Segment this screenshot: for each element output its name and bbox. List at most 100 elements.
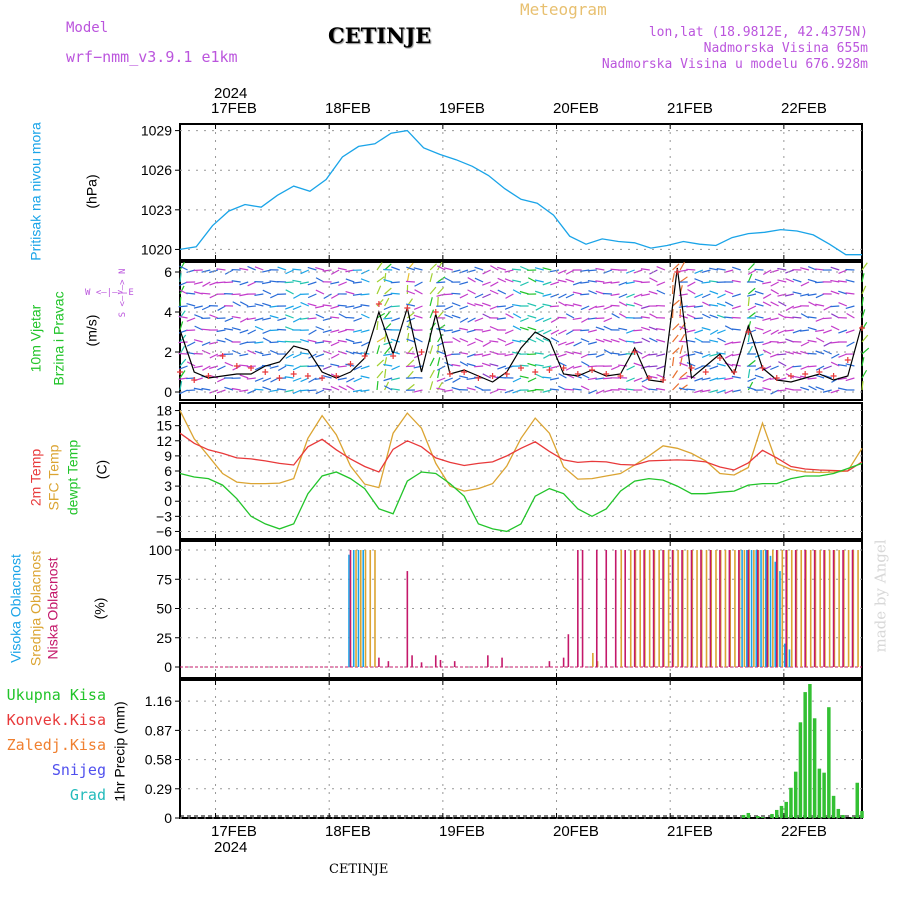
wind-arrow <box>587 365 597 368</box>
wind-arrow <box>352 293 362 296</box>
wind-arrow <box>361 313 370 319</box>
precip-bar <box>798 722 803 818</box>
wind-gust-marker <box>375 301 382 307</box>
wind-arrow <box>777 279 787 283</box>
wind-arrow <box>838 302 848 307</box>
precip-bar <box>770 813 774 818</box>
precip-legend-convective: Konvek.Kisa <box>6 711 106 729</box>
wind-arrow <box>830 279 840 283</box>
wind-arrow <box>678 269 688 273</box>
wind-arrow <box>671 356 675 367</box>
y-tick-label: 6 <box>164 264 172 280</box>
wind-arrow <box>618 301 628 307</box>
wind-arrow <box>285 314 294 319</box>
wind-arrow <box>778 301 787 307</box>
wind-arrow <box>679 276 688 283</box>
wind-arrow <box>504 278 514 283</box>
wind-arrow <box>754 278 764 283</box>
wind-arrow <box>580 305 590 311</box>
wind-gust-marker <box>773 375 780 381</box>
wind-arrow <box>383 268 393 271</box>
precip-bar <box>775 809 779 818</box>
wind-arrow <box>731 341 741 344</box>
wind-arrow <box>800 267 810 271</box>
wind-arrow <box>837 387 847 391</box>
wind-arrow <box>497 277 507 283</box>
wind-arrow <box>694 329 704 334</box>
wind-arrow <box>648 326 658 331</box>
wind-arrow <box>384 381 390 391</box>
wind-arrow <box>193 281 203 285</box>
wind-arrow <box>443 329 453 332</box>
day-label-bottom: 17FEB <box>211 823 257 840</box>
wind-arrow <box>406 383 415 391</box>
wind-arrow <box>232 301 241 307</box>
wind-arrow <box>784 329 794 332</box>
model-name: wrf−nmm_v3.9.1 e1km <box>66 48 238 66</box>
wind-arrow <box>384 333 387 343</box>
wind-arrow <box>496 305 506 308</box>
wind-arrow <box>747 359 756 367</box>
wind-arrow <box>383 278 393 283</box>
wind-arrow <box>595 326 605 331</box>
wind-arrow <box>262 289 272 295</box>
wind-arrow <box>384 297 390 307</box>
panel-frame-2 <box>179 261 863 401</box>
wind-arrow <box>352 329 363 333</box>
wind-arrow <box>762 269 772 275</box>
wind-arrow <box>497 266 507 271</box>
wind-arrow <box>846 341 855 347</box>
wind-arrow <box>247 281 257 287</box>
wind-arrow <box>549 269 560 273</box>
wind-arrow <box>307 389 317 392</box>
wind-arrow <box>179 345 186 355</box>
wind-arrow <box>686 313 696 319</box>
wind-arrow <box>678 377 688 380</box>
wind-arrow <box>231 387 241 391</box>
wind-arrow <box>194 314 203 319</box>
wind-arrow <box>414 281 423 287</box>
wind-arrow <box>337 377 347 381</box>
wind-arrow <box>360 389 370 392</box>
wind-arrow <box>595 280 605 283</box>
wind-arrow <box>345 350 355 355</box>
wind-arrow <box>231 293 241 296</box>
wind-arrow <box>201 292 211 295</box>
wind-arrow <box>716 302 726 307</box>
wind-arrow <box>239 341 249 346</box>
wind-arrow <box>330 385 340 391</box>
wind-arrow <box>376 336 386 343</box>
wind-arrow <box>799 329 810 332</box>
wind-arrow <box>542 303 552 307</box>
wind-arrow <box>299 352 309 355</box>
wind-arrow <box>648 353 658 356</box>
wind-arrow <box>216 389 226 394</box>
wind-arrow <box>861 334 869 343</box>
wind-gust-marker <box>589 367 596 373</box>
wind-arrow <box>784 387 794 391</box>
wind-arrow <box>246 305 256 308</box>
wind-arrow <box>337 339 347 343</box>
wind-arrow <box>686 305 696 308</box>
wind-arrow <box>209 365 219 370</box>
wind-gust-marker <box>319 375 326 381</box>
wind-arrow <box>315 353 325 358</box>
wind-arrow <box>770 329 779 335</box>
wind-arrow <box>534 388 544 391</box>
year-label-bottom: 2024 <box>214 839 248 856</box>
precip-bar <box>855 782 860 818</box>
precip-bar <box>860 810 864 818</box>
wind-arrow <box>701 327 711 331</box>
wind-arrow <box>572 365 582 369</box>
wind-arrow <box>641 305 650 310</box>
wind-arrow <box>307 303 317 307</box>
wind-arrow <box>587 269 597 272</box>
wind-arrow <box>224 386 234 391</box>
wind-arrow <box>618 327 628 331</box>
wind-arrow <box>701 353 711 358</box>
wind-arrow <box>558 329 567 335</box>
wind-arrow <box>845 305 855 310</box>
wind-arrow <box>777 353 787 356</box>
wind-arrow <box>405 280 415 283</box>
wind-arrow <box>437 369 441 379</box>
